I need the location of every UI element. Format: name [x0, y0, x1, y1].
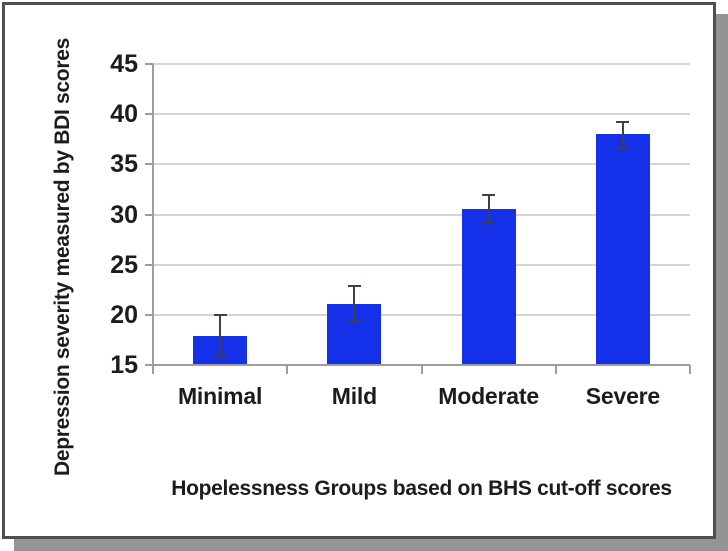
error-bar-cap	[213, 356, 227, 358]
error-bar-cap	[213, 313, 227, 316]
x-axis-title: Hopelessness Groups based on BHS cut-off…	[171, 477, 672, 500]
gridline	[153, 313, 690, 316]
error-bar-cap	[616, 121, 630, 124]
bar-severe	[595, 134, 650, 365]
x-tick-mark	[689, 365, 691, 374]
y-tick-label: 35	[110, 150, 138, 179]
y-tick-mark	[145, 263, 153, 266]
y-tick-mark	[145, 113, 153, 116]
y-tick-mark	[145, 313, 153, 316]
gridline	[153, 263, 690, 266]
y-tick-label: 15	[110, 351, 138, 379]
x-tick-mark	[420, 365, 423, 374]
gridline	[153, 213, 690, 216]
y-tick-mark	[145, 213, 153, 216]
plot-area	[153, 63, 690, 365]
gridline	[153, 63, 690, 65]
category-label-minimal: Minimal	[177, 383, 263, 409]
error-bar-line	[487, 195, 490, 222]
category-label-mild: Mild	[331, 383, 377, 409]
error-bar-line	[353, 285, 356, 321]
gridline	[153, 113, 690, 116]
y-tick-label: 20	[110, 300, 138, 329]
gridline	[153, 163, 690, 166]
error-bar-cap	[482, 194, 496, 197]
error-bar-cap	[347, 319, 361, 322]
y-tick-label: 40	[110, 100, 138, 129]
category-label-moderate: Moderate	[438, 383, 539, 409]
x-tick-mark	[286, 365, 289, 374]
bar-moderate	[461, 208, 516, 365]
error-bar-cap	[482, 220, 496, 223]
y-tick-mark	[145, 364, 153, 366]
x-tick-mark	[152, 365, 154, 374]
y-tick-mark	[145, 163, 153, 166]
error-bar-line	[621, 122, 624, 149]
y-tick-mark	[145, 63, 153, 65]
error-bar-line	[219, 314, 222, 357]
y-tick-label: 25	[110, 250, 138, 279]
x-tick-mark	[554, 365, 557, 374]
error-bar-cap	[347, 284, 361, 287]
category-label-severe: Severe	[585, 383, 661, 409]
y-axis-line	[152, 64, 154, 365]
y-tick-label: 30	[110, 200, 138, 229]
error-bar-cap	[616, 147, 630, 150]
y-tick-label: 45	[110, 50, 138, 78]
